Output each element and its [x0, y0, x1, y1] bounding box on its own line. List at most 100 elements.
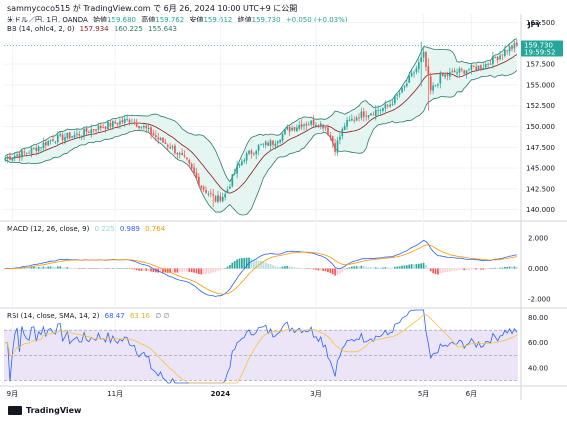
macd-histogram-bar	[401, 265, 403, 269]
candle-body	[59, 134, 62, 136]
macd-histogram-bar	[30, 266, 33, 269]
candle-body	[439, 73, 442, 84]
candle-body	[312, 119, 315, 126]
macd-histogram-bar	[286, 265, 289, 269]
macd-histogram-bar	[322, 268, 324, 271]
macd-histogram-bar	[334, 268, 336, 276]
candle-body	[489, 63, 492, 65]
macd-histogram-bar	[319, 268, 322, 271]
macd-histogram-bar	[76, 268, 78, 269]
macd-histogram-bar	[217, 268, 219, 271]
macd-histogram-bar	[231, 262, 234, 269]
candle-body	[76, 133, 78, 135]
candle-body	[492, 56, 494, 65]
candle-body	[16, 154, 18, 157]
candle-body	[391, 104, 394, 105]
candle-body	[207, 193, 210, 195]
macd-histogram-bar	[379, 267, 382, 269]
macd-histogram-bar	[272, 265, 274, 269]
rsi-line	[5, 309, 518, 384]
macd-histogram-bar	[128, 268, 131, 269]
candle-body	[515, 42, 518, 46]
macd-histogram-bar	[475, 268, 477, 270]
macd-histogram-bar	[296, 267, 298, 269]
candle-body	[367, 114, 370, 118]
candle-body	[221, 197, 224, 202]
macd-histogram-bar	[358, 266, 360, 269]
candle-body	[255, 150, 258, 155]
candle-body	[470, 64, 473, 70]
candle-body	[250, 150, 253, 154]
candle-body	[133, 122, 136, 123]
candle-body	[190, 163, 193, 169]
macd-histogram-bar	[71, 268, 73, 269]
candle-body	[444, 74, 446, 77]
macd-histogram-bar	[97, 268, 100, 269]
candle-body	[99, 125, 102, 129]
macd-histogram-bar	[492, 268, 494, 269]
main-legend: 米ドル／円, 1日, OANDA 始値159.680 高値159.762 安値1…	[7, 15, 351, 25]
candle-body	[260, 144, 262, 146]
candle-body	[174, 145, 176, 154]
macd-histogram-bar	[468, 268, 470, 270]
macd-tick-label: 2.000	[528, 235, 548, 243]
macd-histogram-bar	[68, 267, 71, 269]
candle-body	[154, 135, 157, 138]
macd-histogram-bar	[331, 268, 334, 275]
macd-histogram-bar	[28, 267, 30, 269]
candle-body	[90, 129, 93, 134]
macd-histogram-bar	[291, 266, 293, 269]
candle-body	[511, 45, 513, 49]
candle-body	[288, 126, 291, 132]
candle-body	[334, 143, 336, 152]
candle-body	[456, 72, 458, 74]
candle-body	[315, 124, 317, 127]
candle-body	[458, 68, 461, 73]
macd-histogram-bar	[49, 266, 52, 269]
candle-body	[252, 153, 255, 155]
macd-histogram-bar	[398, 266, 401, 269]
time-tick-label: 6月	[466, 390, 477, 398]
macd-histogram-bar	[444, 268, 446, 273]
candle-body	[322, 124, 324, 129]
macd-histogram-bar	[202, 268, 205, 275]
candle-body	[140, 126, 143, 128]
candle-body	[310, 120, 313, 125]
macd-histogram-bar	[102, 268, 105, 269]
candle-body	[97, 125, 100, 130]
macd-histogram-bar	[54, 267, 57, 269]
macd-histogram-bar	[109, 268, 112, 269]
candle-body	[152, 133, 155, 136]
macd-histogram-bar	[341, 268, 344, 272]
macd-histogram-bar	[374, 267, 377, 269]
macd-histogram-bar	[303, 268, 305, 269]
candle-body	[181, 152, 183, 155]
candle-body	[119, 121, 121, 125]
candle-body	[425, 51, 427, 67]
candle-body	[23, 151, 26, 153]
candle-body	[95, 129, 97, 131]
macd-histogram-bar	[405, 265, 408, 269]
macd-histogram-bar	[229, 265, 231, 269]
candle-body	[446, 74, 449, 76]
symbol-label: 米ドル／円, 1日, OANDA	[7, 16, 88, 24]
macd-histogram-bar	[372, 267, 375, 269]
candle-body	[209, 192, 212, 194]
candle-body	[40, 147, 42, 148]
macd-histogram-bar	[515, 266, 518, 269]
candle-body	[68, 132, 71, 139]
candle-body	[386, 105, 389, 107]
high-value: 159.762	[155, 16, 185, 24]
candle-body	[286, 127, 289, 130]
macd-histogram-bar	[506, 266, 509, 269]
macd-histogram-bar	[420, 263, 423, 269]
macd-histogram-bar	[453, 268, 456, 271]
candle-body	[372, 114, 375, 116]
macd-histogram-bar	[45, 266, 47, 269]
price-tick-label: 155.000	[526, 81, 555, 89]
macd-histogram-bar	[451, 268, 454, 271]
bb-basis-value: 157.934	[79, 25, 109, 33]
macd-histogram-bar	[300, 268, 303, 269]
macd-histogram-bar	[293, 267, 296, 269]
